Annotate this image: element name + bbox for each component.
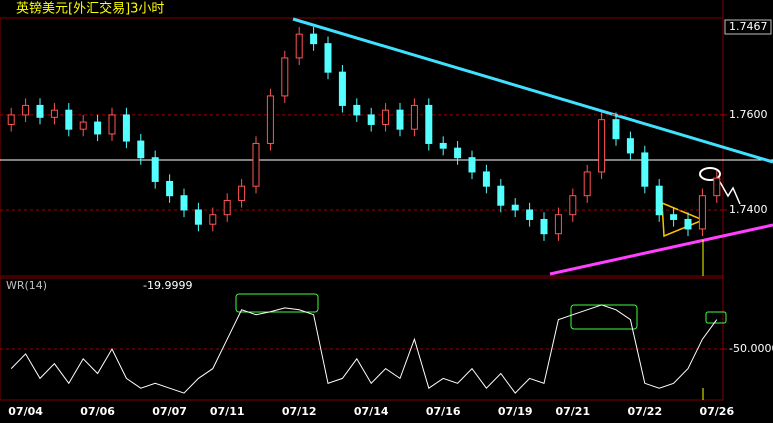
resistance-line: [292, 17, 773, 164]
candle-body: [526, 209, 534, 220]
candle-body: [497, 185, 505, 206]
candle-body: [367, 114, 375, 125]
candle-body: [612, 119, 620, 140]
x-tick-label: 07/26: [699, 405, 734, 418]
candle-body: [108, 114, 116, 135]
candle-body: [554, 214, 562, 235]
candle-body: [468, 157, 476, 173]
current-value: -19.9999: [143, 279, 192, 292]
candle-body: [583, 171, 591, 197]
candle-body: [410, 104, 418, 130]
x-tick-label: 07/12: [282, 405, 317, 418]
x-tick-label: 07/21: [555, 405, 590, 418]
candle-body: [439, 142, 447, 149]
triangle-pattern: [661, 201, 705, 238]
candle-body: [36, 104, 44, 118]
candle-body: [295, 33, 303, 59]
candle-body: [338, 71, 346, 106]
y-tick-label: -50.0000: [729, 342, 773, 355]
candle-body: [65, 109, 73, 130]
candle-body: [22, 104, 30, 116]
candle-body: [194, 209, 202, 225]
highlight-box: [705, 311, 727, 324]
support-line: [549, 223, 773, 276]
candle-body: [670, 214, 678, 220]
current-price: 1.7467: [729, 20, 768, 33]
projection-arrow: [719, 181, 741, 205]
wr-panel: [0, 277, 724, 401]
price-box: [724, 19, 772, 35]
highlight-box: [235, 293, 319, 313]
candle-body: [569, 195, 577, 216]
y-tick-label: 1.7400: [729, 203, 768, 216]
candle-body: [641, 152, 649, 187]
highlight-box: [570, 304, 638, 330]
candle-body: [540, 218, 548, 235]
circle-mark: [699, 167, 721, 181]
candle-body: [94, 121, 102, 135]
x-tick-label: 07/07: [152, 405, 187, 418]
candle-body: [324, 43, 332, 73]
candle-body: [209, 214, 217, 225]
candle-body: [180, 195, 188, 211]
candle-body: [425, 104, 433, 144]
candle-body: [310, 33, 318, 45]
candle-body: [7, 114, 15, 125]
candle-body: [238, 185, 246, 201]
candle-body: [454, 147, 462, 159]
candle-body: [684, 218, 692, 230]
candle-body: [281, 57, 289, 97]
x-tick-label: 07/14: [354, 405, 389, 418]
candle-body: [223, 199, 231, 216]
candle-body: [79, 121, 87, 130]
candle-body: [353, 104, 361, 116]
candle-body: [252, 142, 260, 187]
candle-body: [50, 109, 58, 118]
candle-body: [396, 109, 404, 130]
candle-body: [382, 109, 390, 125]
y-tick-label: 1.7600: [729, 108, 768, 121]
candle-body: [482, 171, 490, 187]
x-tick-label: 07/04: [8, 405, 43, 418]
candle-body: [598, 119, 606, 173]
candle-body: [713, 177, 721, 197]
candle-body: [151, 157, 159, 182]
candle-body: [137, 140, 145, 159]
candle-body: [166, 180, 174, 197]
x-tick-label: 07/11: [210, 405, 245, 418]
candle-body: [626, 138, 634, 154]
panel-title: WR(14): [6, 279, 47, 292]
price-panel: [0, 17, 724, 277]
candle-body: [655, 185, 663, 216]
candle-body: [698, 195, 706, 230]
x-tick-label: 07/06: [80, 405, 115, 418]
x-tick-label: 07/22: [627, 405, 662, 418]
x-tick-label: 07/16: [426, 405, 461, 418]
chart-title: 英镑美元[外汇交易]3小时: [16, 1, 164, 17]
candle-body: [511, 204, 519, 211]
wr-line: [10, 304, 718, 394]
x-tick-label: 07/19: [498, 405, 533, 418]
candle-body: [122, 114, 130, 142]
candle-body: [266, 95, 274, 144]
